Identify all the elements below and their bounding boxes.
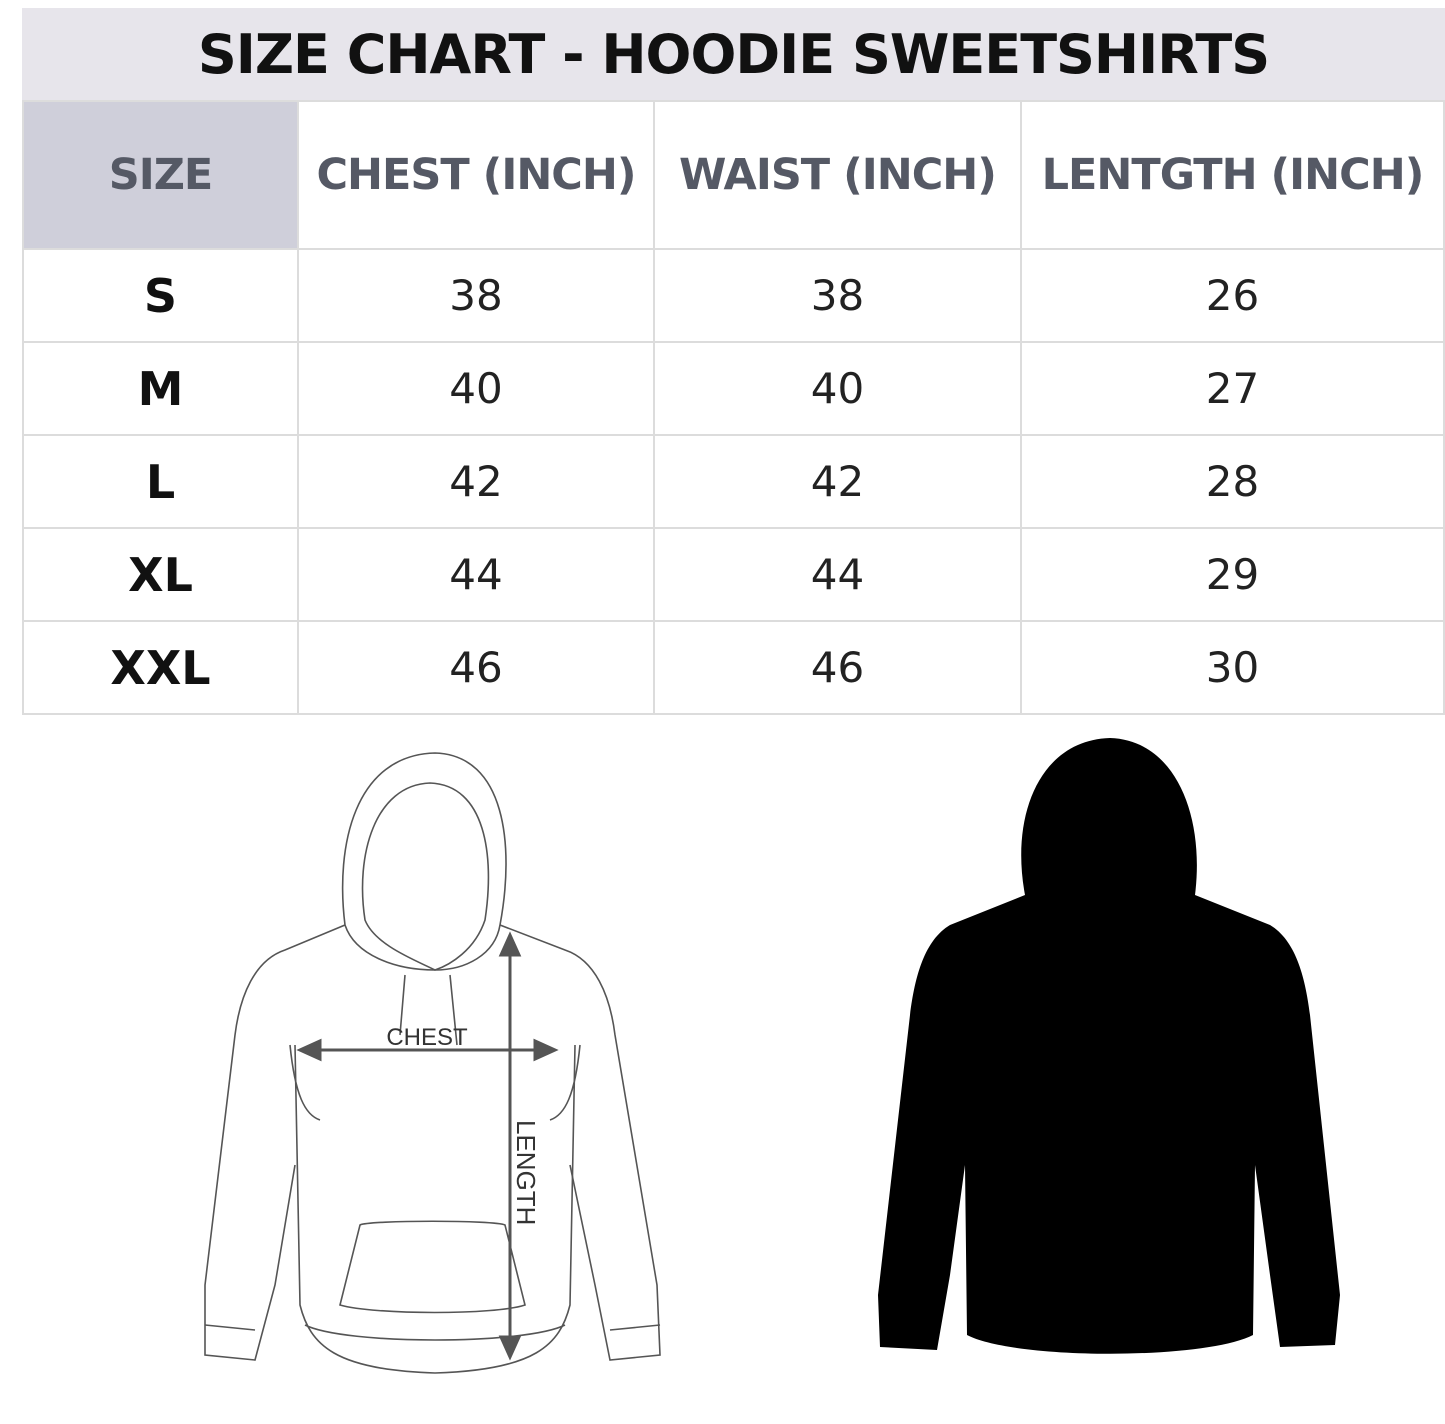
header-length: LENTGTH (INCH) xyxy=(1020,100,1445,250)
table-row: XL 44 44 29 xyxy=(22,527,1445,622)
cell-waist: 42 xyxy=(653,434,1022,529)
size-table: SIZE CHEST (INCH) WAIST (INCH) LENTGTH (… xyxy=(22,100,1445,715)
cell-size: M xyxy=(22,341,299,436)
cell-waist: 40 xyxy=(653,341,1022,436)
chest-label: CHEST xyxy=(386,1024,468,1051)
cell-length: 30 xyxy=(1020,620,1445,715)
cell-waist: 46 xyxy=(653,620,1022,715)
cell-chest: 42 xyxy=(297,434,655,529)
cell-waist: 44 xyxy=(653,527,1022,622)
cell-length: 28 xyxy=(1020,434,1445,529)
cell-chest: 40 xyxy=(297,341,655,436)
cell-size: L xyxy=(22,434,299,529)
header-row: SIZE CHEST (INCH) WAIST (INCH) LENTGTH (… xyxy=(22,100,1445,250)
cell-length: 26 xyxy=(1020,248,1445,343)
cell-chest: 38 xyxy=(297,248,655,343)
length-label: LENGTH xyxy=(511,1120,541,1225)
cell-waist: 38 xyxy=(653,248,1022,343)
cell-size: S xyxy=(22,248,299,343)
cell-length: 27 xyxy=(1020,341,1445,436)
hoodie-silhouette xyxy=(878,738,1340,1354)
table-row: M 40 40 27 xyxy=(22,341,1445,436)
cell-size: XL xyxy=(22,527,299,622)
cell-length: 29 xyxy=(1020,527,1445,622)
header-waist: WAIST (INCH) xyxy=(653,100,1022,250)
page-title: SIZE CHART - HOODIE SWEETSHIRTS xyxy=(22,8,1445,100)
hoodie-outline-diagram: CHEST LENGTH xyxy=(204,752,661,1374)
table-row: L 42 42 28 xyxy=(22,434,1445,529)
header-chest: CHEST (INCH) xyxy=(297,100,655,250)
cell-chest: 44 xyxy=(297,527,655,622)
cell-chest: 46 xyxy=(297,620,655,715)
header-size: SIZE xyxy=(22,100,299,250)
table-row: S 38 38 26 xyxy=(22,248,1445,343)
table-row: XXL 46 46 30 xyxy=(22,620,1445,715)
cell-size: XXL xyxy=(22,620,299,715)
